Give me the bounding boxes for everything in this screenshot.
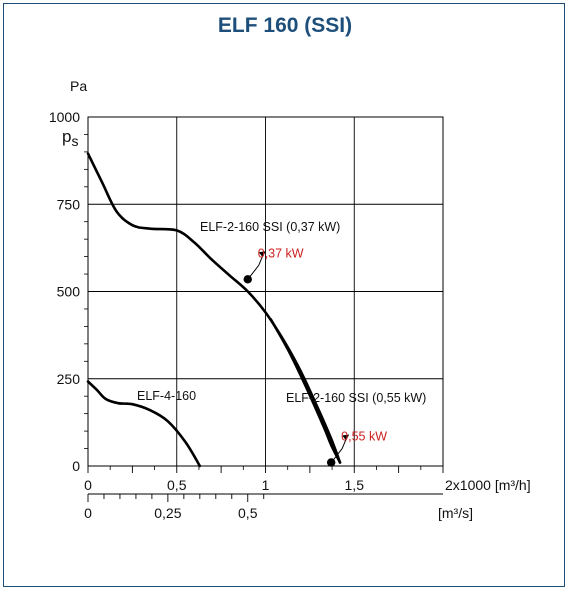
operating-points: 0,37 kW 0,55 kW [243,246,387,467]
y-tick-label: 750 [57,196,81,212]
power-label-0-37-kw: 0,37 kW [258,246,304,260]
power-label-0-55-kw: 0,55 kW [341,430,387,444]
series-line-elf-2-160-ssi-0-37-kw [86,152,342,464]
x-tick-label: 0,5 [167,477,187,493]
x-axis-label: 2x1000 [m³/h] [445,477,531,493]
y-symbol-label: ps [62,127,78,149]
x2-tick-label: 0 [84,505,92,521]
operating-point-leader [247,253,265,280]
series-line-elf-4-160 [86,380,202,468]
series-label-elf-4-160: ELF-4-160 [137,389,196,403]
series-label-elf-2-160-ssi-0-55-kw: ELF-2-160 SSI (0,55 kW) [286,391,426,405]
y-tick-label: 250 [57,371,81,387]
chart-title: ELF 160 (SSI) [217,14,353,37]
y-tick-label: 1000 [49,109,80,125]
x-tick-label: 0 [84,477,92,493]
series-label-elf-2-160-ssi-0-37-kw: ELF-2-160 SSI (0,37 kW) [200,220,340,234]
grid [87,116,444,467]
x-tick-label: 1,5 [345,477,365,493]
y-tick-label: 0 [72,458,80,474]
leader-arrowhead [258,251,266,258]
series-labels: ELF-2-160 SSI (0,37 kW) ELF-4-160 ELF-2-16… [137,220,426,405]
y-tick-label: 500 [57,284,81,300]
leader-arrowhead [342,434,350,441]
curves [86,152,342,468]
x2-tick-label: 0,25 [154,505,181,521]
chart-frame [3,3,565,587]
x2-tick-label: 0,5 [238,505,258,521]
operating-point-leader [330,436,348,463]
x2-axis-label: [m³/s] [438,505,473,521]
series-line-elf-2-160-ssi-0-55-kw [269,318,342,464]
y-unit-label: Pa [70,78,87,94]
x-tick-label: 1 [262,477,270,493]
